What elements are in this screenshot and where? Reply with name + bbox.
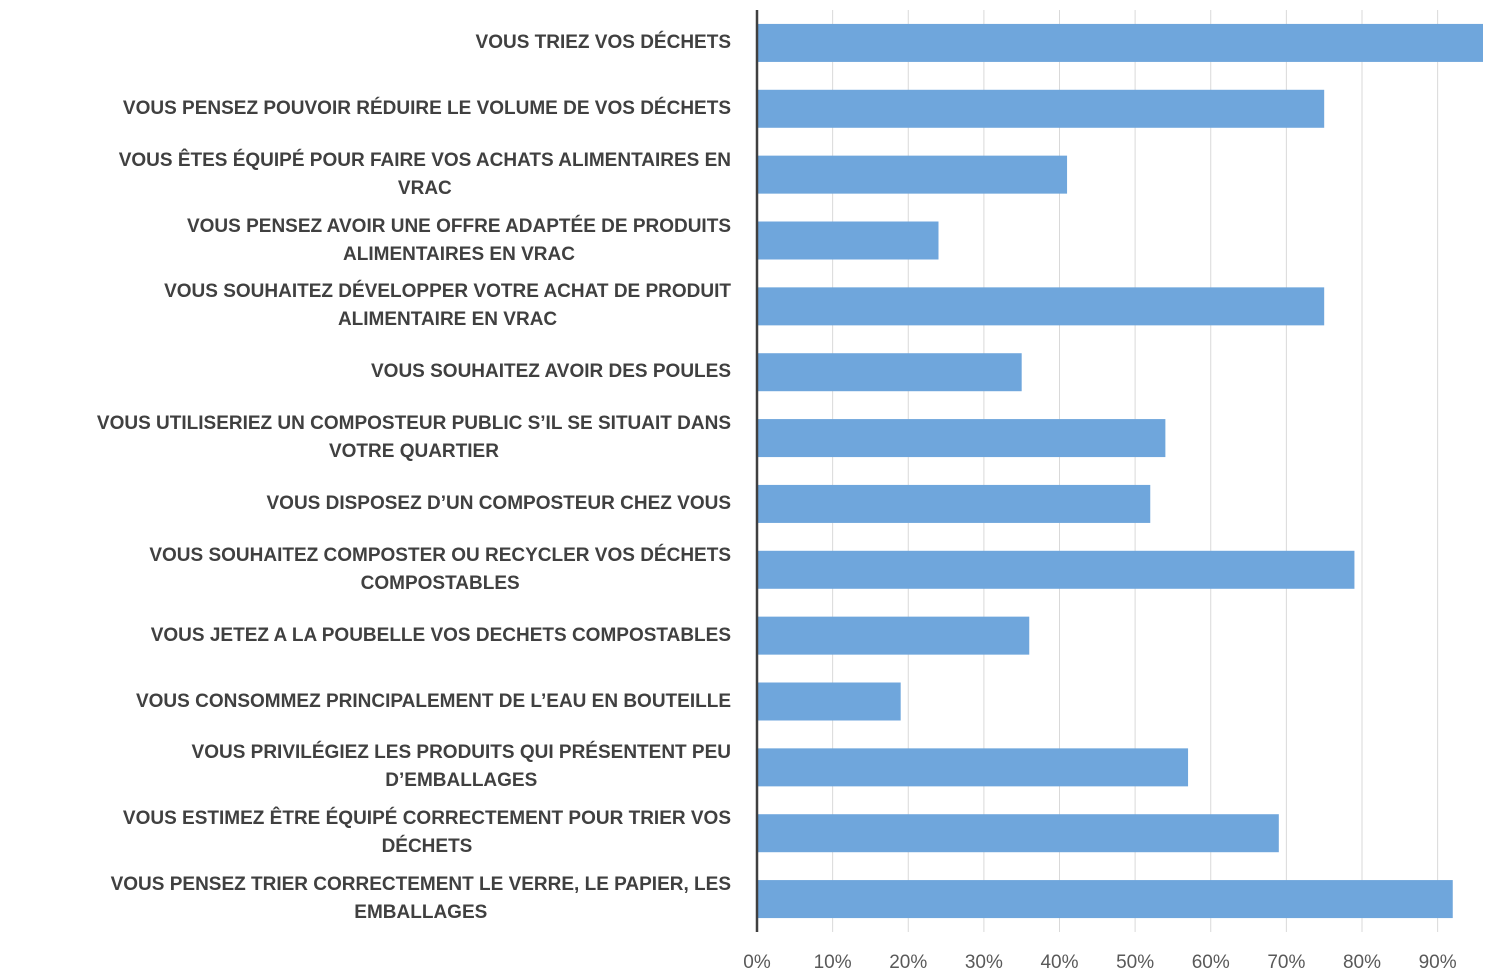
x-tick-label: 80%	[1343, 952, 1381, 973]
category-label: VOUS DISPOSEZ D’UN COMPOSTEUR CHEZ VOUS	[266, 492, 732, 514]
x-tick-label: 50%	[1116, 952, 1154, 973]
x-tick-label: 60%	[1192, 952, 1230, 973]
x-tick-label: 10%	[814, 952, 852, 973]
bar	[757, 353, 1022, 392]
category-label: VOUS PENSEZ TRIER CORRECTEMENT LE VERRE,…	[110, 874, 731, 924]
category-label: VOUS PENSEZ AVOIR UNE OFFRE ADAPTÉE DE P…	[186, 215, 731, 265]
bar	[757, 23, 1483, 62]
bar	[757, 550, 1355, 589]
bar	[757, 155, 1068, 194]
x-tick-label: 20%	[889, 952, 927, 973]
bar	[757, 682, 901, 721]
x-tick-label: 0%	[743, 952, 771, 973]
category-label: VOUS TRIEZ VOS DÉCHETS	[475, 31, 731, 53]
x-tick-label: 40%	[1040, 952, 1078, 973]
category-label: VOUS SOUHAITEZ COMPOSTER OU RECYCLER VOS…	[149, 544, 731, 594]
category-label: VOUS PRIVILÉGIEZ LES PRODUITS QUI PRÉSEN…	[191, 742, 731, 792]
bar	[757, 484, 1151, 523]
x-tick-label: 90%	[1419, 952, 1457, 973]
bar	[757, 287, 1325, 326]
category-label: VOUS CONSOMMEZ PRINCIPALEMENT DE L’EAU E…	[135, 690, 731, 712]
category-label: VOUS JETEZ A LA POUBELLE VOS DECHETS COM…	[150, 624, 731, 646]
category-label: VOUS UTILISERIEZ UN COMPOSTEUR PUBLIC S’…	[96, 413, 731, 463]
bar	[757, 748, 1189, 787]
bar	[757, 814, 1279, 853]
category-label: VOUS PENSEZ POUVOIR RÉDUIRE LE VOLUME DE…	[122, 97, 731, 119]
category-label: VOUS ÊTES ÉQUIPÉ POUR FAIRE VOS ACHATS A…	[118, 149, 731, 199]
bar	[757, 880, 1453, 919]
bar	[757, 89, 1325, 128]
x-tick-label: 30%	[965, 952, 1003, 973]
category-label: VOUS SOUHAITEZ AVOIR DES POULES	[371, 361, 731, 383]
category-label: VOUS ESTIMEZ ÊTRE ÉQUIPÉ CORRECTEMENT PO…	[122, 808, 731, 858]
bar	[757, 221, 939, 260]
category-label: VOUS SOUHAITEZ DÉVELOPPER VOTRE ACHAT DE…	[164, 281, 731, 331]
bar	[757, 419, 1166, 458]
bar	[757, 616, 1030, 655]
x-tick-label: 70%	[1267, 952, 1305, 973]
